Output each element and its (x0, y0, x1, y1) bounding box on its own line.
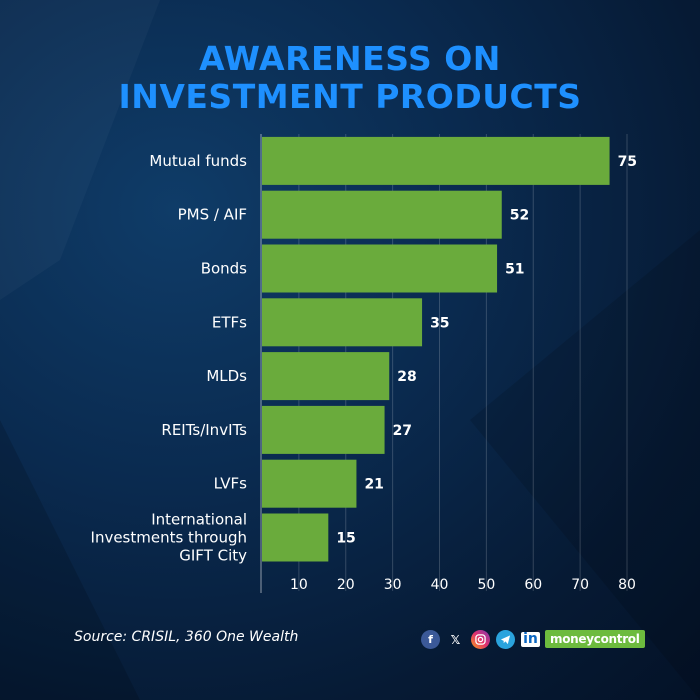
facebook-icon[interactable]: f (421, 630, 440, 649)
tick-label-60: 60 (524, 577, 542, 593)
chart-title: AWARENESS ON INVESTMENT PRODUCTS (0, 40, 700, 116)
title-line-1: AWARENESS ON (199, 39, 501, 78)
instagram-icon[interactable] (471, 630, 490, 649)
bar-6 (262, 459, 357, 508)
bar-1 (262, 190, 502, 239)
data-label-5: 27 (393, 423, 412, 439)
category-label-2: Bonds (201, 260, 247, 278)
title-line-2: INVESTMENT PRODUCTS (118, 77, 582, 116)
data-label-6: 21 (364, 477, 383, 493)
category-label-1: PMS / AIF (178, 206, 247, 224)
telegram-icon[interactable] (496, 630, 515, 649)
bar-0 (262, 136, 610, 185)
data-label-2: 51 (505, 262, 524, 278)
category-label-7: International Investments through GIFT Cit… (91, 511, 248, 565)
data-label-1: 52 (510, 208, 529, 224)
bar-5 (262, 405, 385, 454)
bar-4 (262, 352, 390, 401)
tick-label-40: 40 (431, 577, 449, 593)
x-icon[interactable]: 𝕏 (450, 632, 461, 647)
tick-label-20: 20 (337, 577, 355, 593)
tick-label-70: 70 (571, 577, 589, 593)
brand-logo: moneycontrol (545, 630, 645, 648)
tick-label-80: 80 (618, 577, 636, 593)
bar-7 (262, 513, 329, 562)
social-icons: f 𝕏 in (421, 630, 540, 649)
bar-2 (262, 244, 498, 293)
data-label-3: 35 (430, 315, 449, 331)
category-label-4: MLDs (206, 367, 247, 385)
data-label-7: 15 (336, 531, 355, 547)
data-label-0: 75 (618, 154, 637, 170)
category-label-0: Mutual funds (149, 152, 247, 170)
category-label-6: LVFs (214, 475, 248, 493)
linkedin-icon[interactable]: in (521, 631, 540, 647)
category-label-5: REITs/InvITs (161, 421, 247, 439)
source-note: Source: CRISIL, 360 One Wealth (74, 629, 299, 645)
data-label-4: 28 (397, 369, 416, 385)
tick-label-30: 30 (384, 577, 402, 593)
bar-3 (262, 298, 423, 347)
tick-label-50: 50 (477, 577, 495, 593)
tick-label-10: 10 (290, 577, 308, 593)
category-label-3: ETFs (212, 313, 247, 331)
